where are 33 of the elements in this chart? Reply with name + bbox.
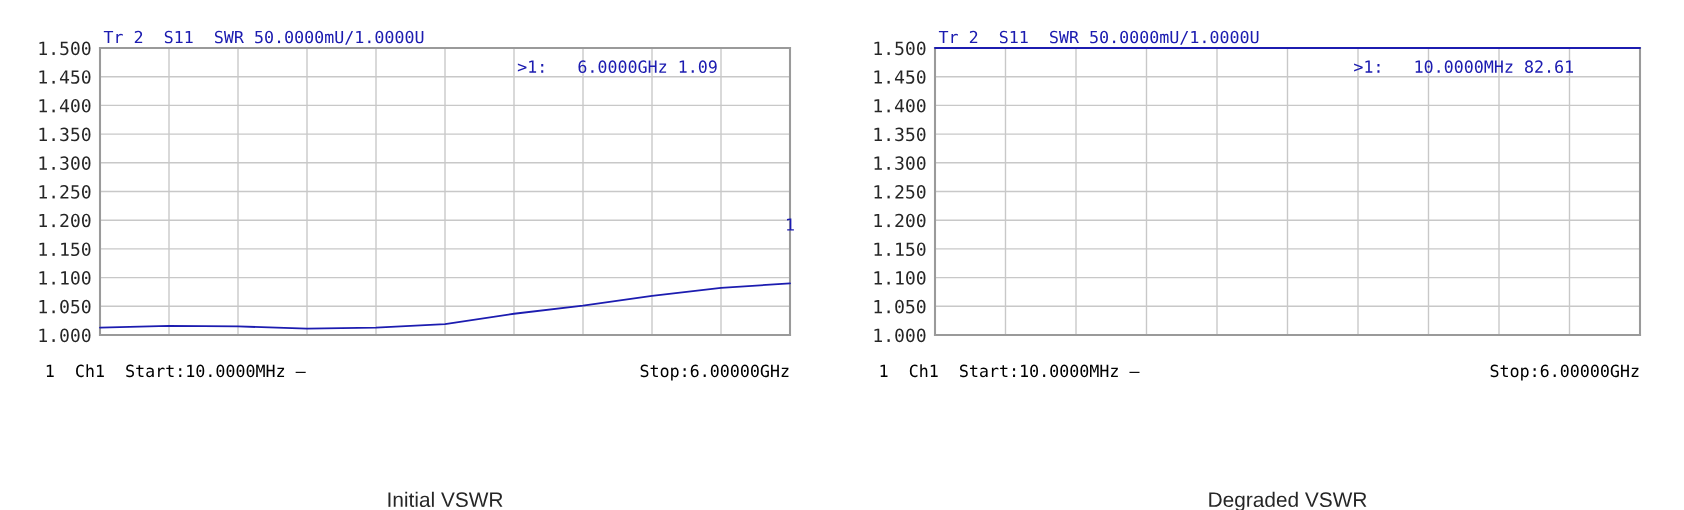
y-tick-label: 1.300 bbox=[874, 156, 926, 170]
text: Initial VSWR bbox=[388, 491, 503, 508]
y-tick-label: 1.300 bbox=[39, 156, 91, 170]
y-tick-label: 1.050 bbox=[874, 299, 926, 314]
chart-subtitle: Tr 2 S11 SWR 50.0000mU/1.0000U bbox=[103, 30, 424, 45]
y-tick-label: 1.450 bbox=[874, 70, 926, 84]
text: 1 Ch1 Start:10.0000MHz — bbox=[880, 364, 1140, 378]
y-tick-label: 1.000 bbox=[874, 328, 926, 343]
y-tick-label: 1.500 bbox=[39, 41, 91, 56]
y-tick-label: 1.350 bbox=[874, 127, 926, 142]
annotation: >1: 10.0000MHz 82.61 bbox=[1354, 60, 1573, 73]
y-tick-label: 1.100 bbox=[39, 271, 91, 285]
y-tick-label: 1.250 bbox=[874, 185, 926, 199]
text: Stop:6.00000GHz bbox=[640, 364, 789, 381]
y-tick-label: 1.250 bbox=[39, 185, 91, 199]
annotation: 1 bbox=[786, 218, 794, 231]
y-tick-label: 1.150 bbox=[874, 242, 926, 257]
y-tick-label: 1.000 bbox=[39, 328, 91, 343]
y-tick-label: 1.450 bbox=[39, 70, 91, 84]
y-tick-label: 1.400 bbox=[874, 98, 926, 113]
annotation: >1: 6.0000GHz 1.09 bbox=[517, 60, 717, 73]
y-tick-label: 1.100 bbox=[874, 271, 926, 285]
y-tick-label: 1.200 bbox=[39, 213, 91, 228]
text: Stop:6.00000GHz bbox=[1490, 364, 1639, 381]
line-series bbox=[99, 282, 791, 330]
y-tick-label: 1.200 bbox=[874, 213, 926, 228]
y-tick-label: 1.500 bbox=[874, 41, 926, 56]
text: 1 Ch1 Start:10.0000MHz — bbox=[46, 364, 306, 378]
y-tick-label: 1.150 bbox=[39, 242, 91, 257]
y-tick-label: 1.350 bbox=[39, 127, 91, 142]
chart-subtitle: Tr 2 S11 SWR 50.0000mU/1.0000U bbox=[938, 30, 1259, 45]
y-tick-label: 1.400 bbox=[39, 98, 91, 113]
y-tick-label: 1.050 bbox=[39, 299, 91, 314]
